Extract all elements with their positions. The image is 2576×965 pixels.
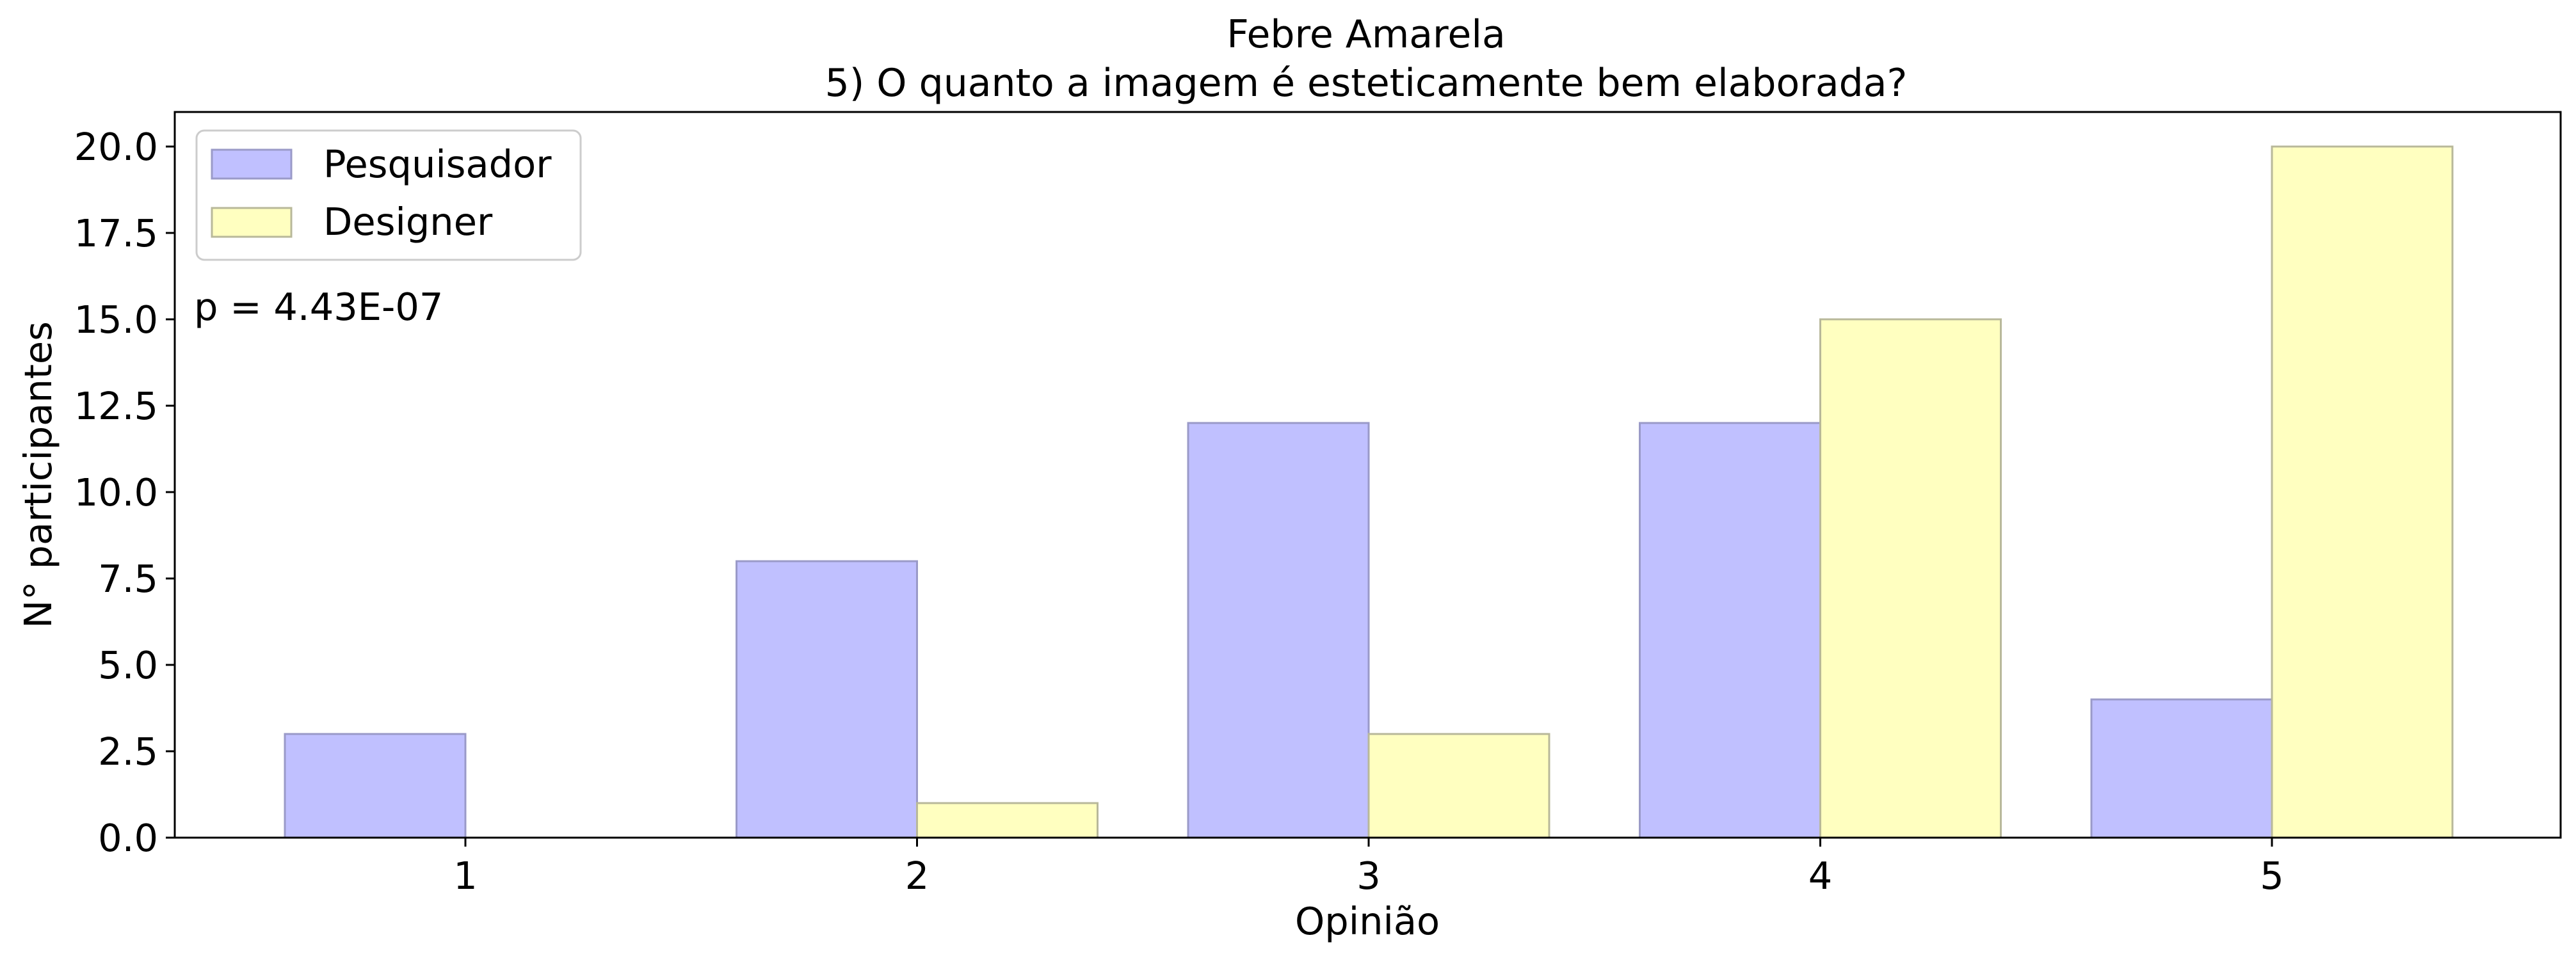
y-axis-ticks: 0.0 2.5 5.0 7.5 10.0 12.5 15.0 17.5 20.0	[74, 125, 175, 860]
y-tick-label: 10.0	[74, 470, 158, 514]
x-tick-label: 4	[1808, 854, 1833, 898]
legend-box	[195, 129, 582, 261]
x-axis-label: Opinião	[1295, 899, 1440, 943]
bar-pesquisador-1	[284, 733, 467, 839]
x-tick-label: 1	[453, 854, 478, 898]
bar-pesquisador-5	[2090, 698, 2273, 839]
bar-pesquisador-2	[736, 560, 918, 839]
bar-pesquisador-3	[1187, 422, 1370, 839]
x-tick-label: 3	[1356, 854, 1381, 898]
bar-designer-3	[1367, 733, 1550, 839]
chart-title-line-2: 5) O quanto a imagem é esteticamente bem…	[825, 61, 1908, 106]
y-axis-label: N° participantes	[16, 321, 60, 628]
x-axis-ticks: 1 2 3 4 5	[453, 838, 2284, 898]
legend-swatch-designer	[211, 207, 293, 238]
bar-designer-2	[916, 802, 1099, 839]
y-tick-label: 5.0	[98, 643, 158, 687]
y-tick-label: 7.5	[98, 557, 158, 601]
legend: Pesquisador Designer	[195, 129, 582, 261]
bar-designer-4	[1819, 318, 2002, 839]
y-tick-label: 0.0	[98, 816, 158, 860]
y-tick-label: 20.0	[74, 125, 158, 169]
bars-layer	[284, 145, 2454, 839]
bar-designer-5	[2271, 145, 2454, 839]
legend-label-designer: Designer	[323, 200, 493, 244]
chart-title-line-1: Febre Amarela	[1227, 12, 1506, 57]
p-value-annotation: p = 4.43E-07	[194, 285, 443, 329]
legend-label-pesquisador: Pesquisador	[323, 142, 552, 186]
y-tick-label: 17.5	[74, 211, 158, 255]
y-tick-label: 15.0	[74, 298, 158, 342]
bar-pesquisador-4	[1639, 422, 1821, 839]
x-tick-label: 2	[905, 854, 930, 898]
legend-swatch-pesquisador	[211, 148, 293, 180]
y-tick-label: 12.5	[74, 384, 158, 428]
y-tick-label: 2.5	[98, 730, 158, 774]
x-tick-label: 5	[2260, 854, 2284, 898]
